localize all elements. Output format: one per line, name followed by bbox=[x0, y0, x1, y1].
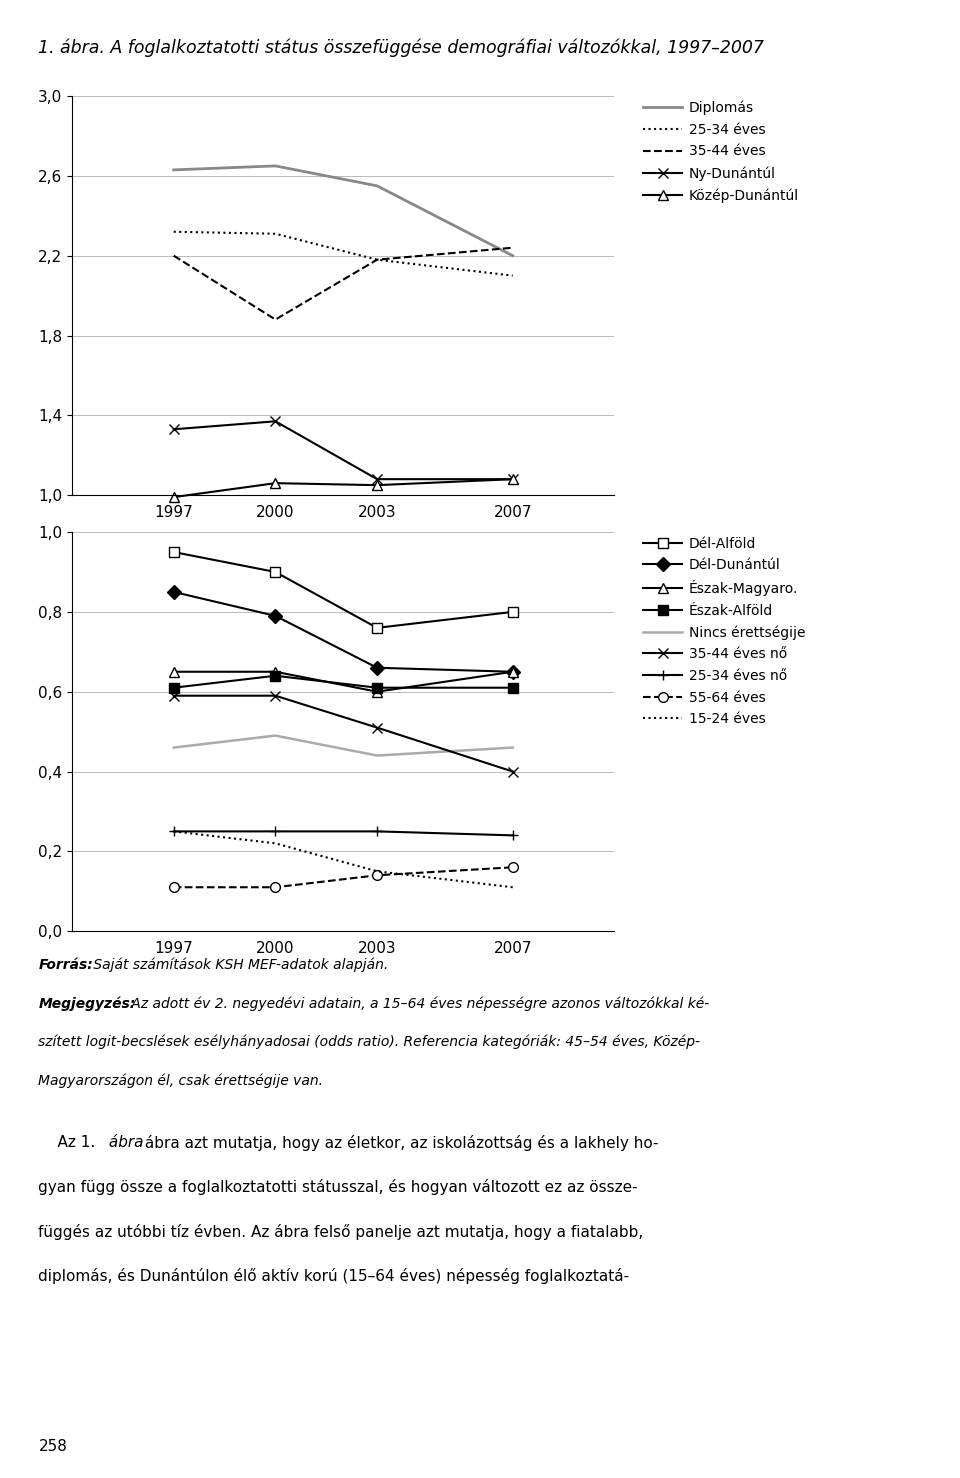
Text: szített logit-becslések esélyhányadosai (odds ratio). Referencia kategóriák: 45–: szített logit-becslések esélyhányadosai … bbox=[38, 1035, 701, 1049]
Text: 258: 258 bbox=[38, 1440, 67, 1454]
Legend: Diplomás, 25-34 éves, 35-44 éves, Ny-Dunántúl, Közép-Dunántúl: Diplomás, 25-34 éves, 35-44 éves, Ny-Dun… bbox=[637, 95, 804, 208]
Text: Forrás:: Forrás: bbox=[38, 958, 93, 971]
Text: diplomás, és Dunántúlon élő aktív korú (15–64 éves) népesség foglalkoztatá-: diplomás, és Dunántúlon élő aktív korú (… bbox=[38, 1268, 630, 1284]
Legend: Dél-Alföld, Dél-Dunántúl, Észak-Magyaro., Észak-Alföld, Nincs érettségije, 35-44: Dél-Alföld, Dél-Dunántúl, Észak-Magyaro.… bbox=[637, 531, 811, 732]
Text: Saját számítások KSH MEF-adatok alapján.: Saját számítások KSH MEF-adatok alapján. bbox=[89, 958, 389, 973]
Text: függés az utóbbi tíz évben. Az ábra felső panelje azt mutatja, hogy a fiatalabb,: függés az utóbbi tíz évben. Az ábra fels… bbox=[38, 1224, 643, 1240]
Text: gyan függ össze a foglalkoztatotti státusszal, és hogyan változott ez az össze-: gyan függ össze a foglalkoztatotti státu… bbox=[38, 1179, 638, 1196]
Text: Magyarországon él, csak érettségije van.: Magyarországon él, csak érettségije van. bbox=[38, 1073, 324, 1088]
Text: 1. ábra. A foglalkoztatotti státus összefüggése demográfiai változókkal, 1997–20: 1. ábra. A foglalkoztatotti státus össze… bbox=[38, 38, 764, 58]
Text: Az adott év 2. negyedévi adatain, a 15–64 éves népességre azonos változókkal ké-: Az adott év 2. negyedévi adatain, a 15–6… bbox=[127, 996, 709, 1011]
Text: ábra azt mutatja, hogy az életkor, az iskolázottság és a lakhely ho-: ábra azt mutatja, hogy az életkor, az is… bbox=[140, 1135, 659, 1151]
Text: Az 1.: Az 1. bbox=[38, 1135, 96, 1150]
Text: ábra: ábra bbox=[104, 1135, 143, 1150]
Text: Megjegyzés:: Megjegyzés: bbox=[38, 996, 135, 1011]
